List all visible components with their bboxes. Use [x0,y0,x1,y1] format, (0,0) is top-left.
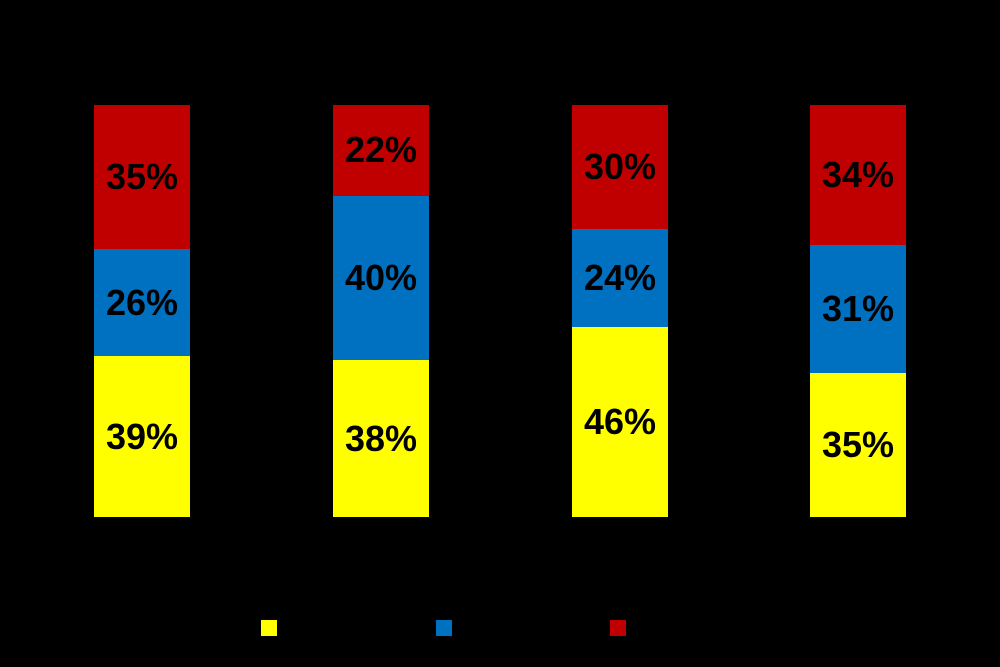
bar-segment-blue: 31% [810,245,906,373]
legend-swatch-red [610,620,626,636]
bar-segment-red: 22% [333,105,429,196]
bar-segment-red: 35% [94,105,190,250]
segment-value-label: 24% [583,257,657,299]
legend-swatch-blue [436,620,452,636]
segment-value-label: 31% [821,287,895,329]
chart-legend [0,620,1000,637]
legend-swatch-yellow [261,620,277,636]
bar-3: 30% 24% 46% [572,105,668,517]
bar-segment-blue: 40% [333,195,429,361]
bar-2: 22% 40% 38% [333,105,429,517]
segment-value-label: 46% [583,401,657,443]
segment-value-label: 34% [821,154,895,196]
bar-segment-yellow: 39% [94,356,190,518]
segment-value-label: 35% [821,423,895,465]
segment-value-label: 30% [583,145,657,187]
bar-4: 34% 31% 35% [810,105,906,517]
bar-segment-yellow: 46% [572,327,668,517]
bar-segment-yellow: 38% [333,360,429,517]
segment-value-label: 26% [105,281,179,323]
bar-segment-red: 34% [810,105,906,246]
segment-value-label: 22% [344,129,418,171]
segment-value-label: 38% [344,417,418,459]
segment-value-label: 39% [105,415,179,457]
segment-value-label: 40% [344,257,418,299]
bar-segment-red: 30% [572,105,668,229]
bar-1: 35% 26% 39% [94,105,190,518]
segment-value-label: 35% [105,156,179,198]
bar-segment-blue: 24% [572,228,668,328]
bar-segment-yellow: 35% [810,372,906,517]
bar-segment-blue: 26% [94,249,190,357]
